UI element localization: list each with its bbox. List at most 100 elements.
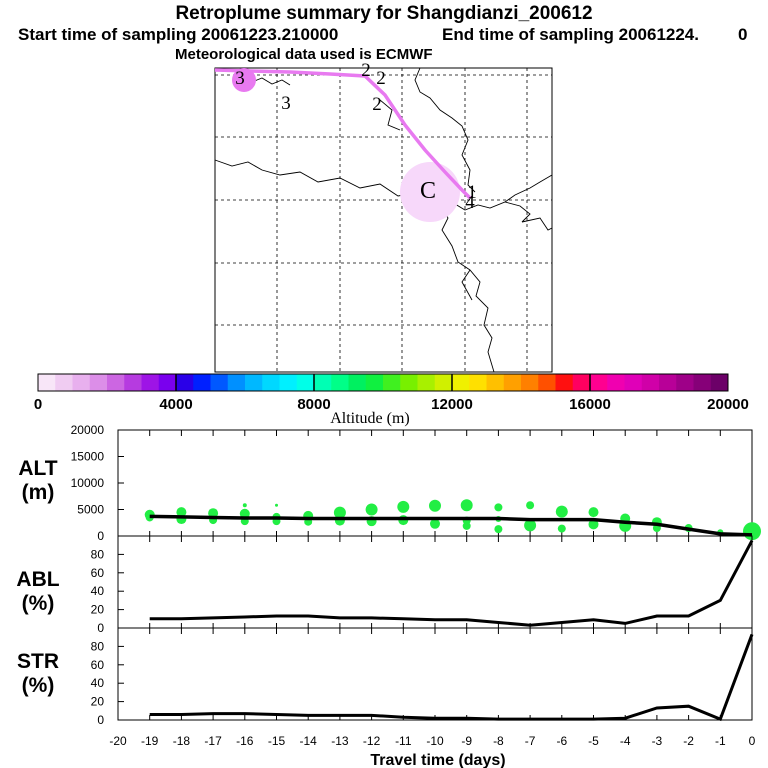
map-label-c: C <box>420 178 436 204</box>
y-tick-label: 10000 <box>71 476 105 490</box>
colorbar-cell <box>676 374 694 391</box>
map-frame <box>214 67 553 373</box>
colorbar-cell <box>348 374 367 391</box>
x-tick-label: -6 <box>556 734 567 748</box>
x-tick-label: -20 <box>109 734 127 748</box>
map-panel: 332 22C 14 <box>214 60 553 373</box>
colorbar-cell <box>486 374 505 391</box>
altitude-colorbar: 0 4000 8000 12000 16000 20000 Altitude (m) <box>34 373 749 427</box>
chart-title: Retroplume summary for Shangdianzi_20061… <box>175 3 593 24</box>
data-point <box>275 503 278 507</box>
colorbar-cell <box>624 374 643 391</box>
colorbar-cell <box>417 374 436 391</box>
colorbar-cell <box>141 374 160 391</box>
data-point <box>365 503 378 516</box>
end-time-label: End time of sampling 20061224. <box>442 25 699 44</box>
colorbar-cell <box>124 374 142 391</box>
map-label-1: 1 <box>467 182 477 203</box>
colorbar-cell <box>538 374 556 391</box>
colorbar-label: Altitude (m) <box>330 410 410 427</box>
colorbar-cell <box>503 374 522 391</box>
colorbar-cell <box>452 374 470 391</box>
colorbar-cell <box>365 374 384 391</box>
y-tick-label: 5000 <box>77 503 104 517</box>
colorbar-cell <box>89 374 108 391</box>
panel-str: 80 60 40 20 0 STR (%) <box>17 627 754 727</box>
data-point <box>588 519 599 530</box>
colorbar-cell <box>434 374 453 391</box>
panel-label-str: STR (%) <box>17 650 59 697</box>
x-tick-label: -4 <box>620 734 631 748</box>
x-axis-label: Travel time (days) <box>370 752 505 768</box>
colorbar-cell <box>400 374 418 391</box>
x-tick-label: -18 <box>173 734 191 748</box>
map-label-4: 4 <box>465 192 475 213</box>
panel-label-abl: ABL (%) <box>16 568 59 615</box>
map-label-3a: 3 <box>235 68 245 89</box>
colorbar-cell <box>521 374 539 391</box>
colorbar-tick-label: 4000 <box>159 396 192 413</box>
start-time-label: Start time of sampling 20061223.210000 <box>18 25 339 44</box>
coastline <box>214 67 553 373</box>
retroplume-track <box>214 68 472 200</box>
colorbar-cell <box>193 374 211 391</box>
colorbar-cell <box>227 374 246 391</box>
data-point <box>242 503 247 508</box>
y-tick-label: 0 <box>97 621 104 635</box>
colorbar-cell <box>383 374 401 391</box>
x-tick-label: -14 <box>300 734 318 748</box>
colorbar-tick-label: 12000 <box>431 396 473 413</box>
data-point <box>176 507 187 518</box>
colorbar-frame <box>37 373 729 392</box>
data-point <box>397 500 410 513</box>
colorbar-cell <box>245 374 263 391</box>
data-point <box>555 505 568 518</box>
panel-frame <box>117 627 753 721</box>
x-axis: -20 -19 -18 -17 -16 -15 -14 -13 -12 -11 -10 -9 -8 -7-… <box>109 734 755 768</box>
data-point <box>430 518 440 529</box>
x-tick-label: -15 <box>268 734 286 748</box>
x-tick-label: -8 <box>493 734 504 748</box>
altitude-mean-line <box>149 514 753 537</box>
data-point <box>588 507 599 518</box>
data-point <box>524 519 537 532</box>
y-tick-label: 20 <box>91 695 105 709</box>
data-point <box>462 521 471 530</box>
plume-circle-large <box>400 162 460 222</box>
x-tick-label: -17 <box>204 734 222 748</box>
x-tick-label: 0 <box>749 734 756 748</box>
map-labels: 332 22C 14 <box>235 60 477 213</box>
x-tick-label: -12 <box>363 734 381 748</box>
y-tick-label: 20 <box>91 603 105 617</box>
end-time-value: 0 <box>738 25 748 44</box>
colorbar-cell <box>555 374 574 391</box>
colorbar-cell <box>469 374 487 391</box>
colorbar-cell <box>314 374 332 391</box>
colorbar-cell <box>607 374 625 391</box>
x-tick-label: -13 <box>331 734 349 748</box>
colorbar-cell <box>107 374 125 391</box>
x-tick-label: -7 <box>525 734 536 748</box>
panel-frame <box>117 535 753 629</box>
colorbar-cell <box>641 374 660 391</box>
map-label-2b: 2 <box>376 68 386 89</box>
x-tick-label: -19 <box>141 734 159 748</box>
y-tick-label: 60 <box>91 658 105 672</box>
str-line <box>149 633 754 722</box>
data-point <box>333 506 346 519</box>
colorbar-cell <box>176 374 194 391</box>
x-tick-label: -2 <box>683 734 694 748</box>
panel-label-alt: ALT (m) <box>18 457 57 504</box>
met-data-label: Meteorological data used is ECMWF <box>175 46 433 63</box>
colorbar-cell <box>55 374 73 391</box>
colorbar-cell <box>659 374 677 391</box>
colorbar-cell <box>158 374 177 391</box>
y-tick-label: 20000 <box>71 423 105 437</box>
x-tick-label: -5 <box>588 734 599 748</box>
colorbar-cell <box>38 374 56 391</box>
panel-alt: 20000 15000 10000 5000 0 ALT (m) <box>18 423 761 543</box>
colorbar-cell <box>210 374 229 391</box>
x-tick-label: -9 <box>461 734 472 748</box>
colorbar-cell <box>279 374 298 391</box>
